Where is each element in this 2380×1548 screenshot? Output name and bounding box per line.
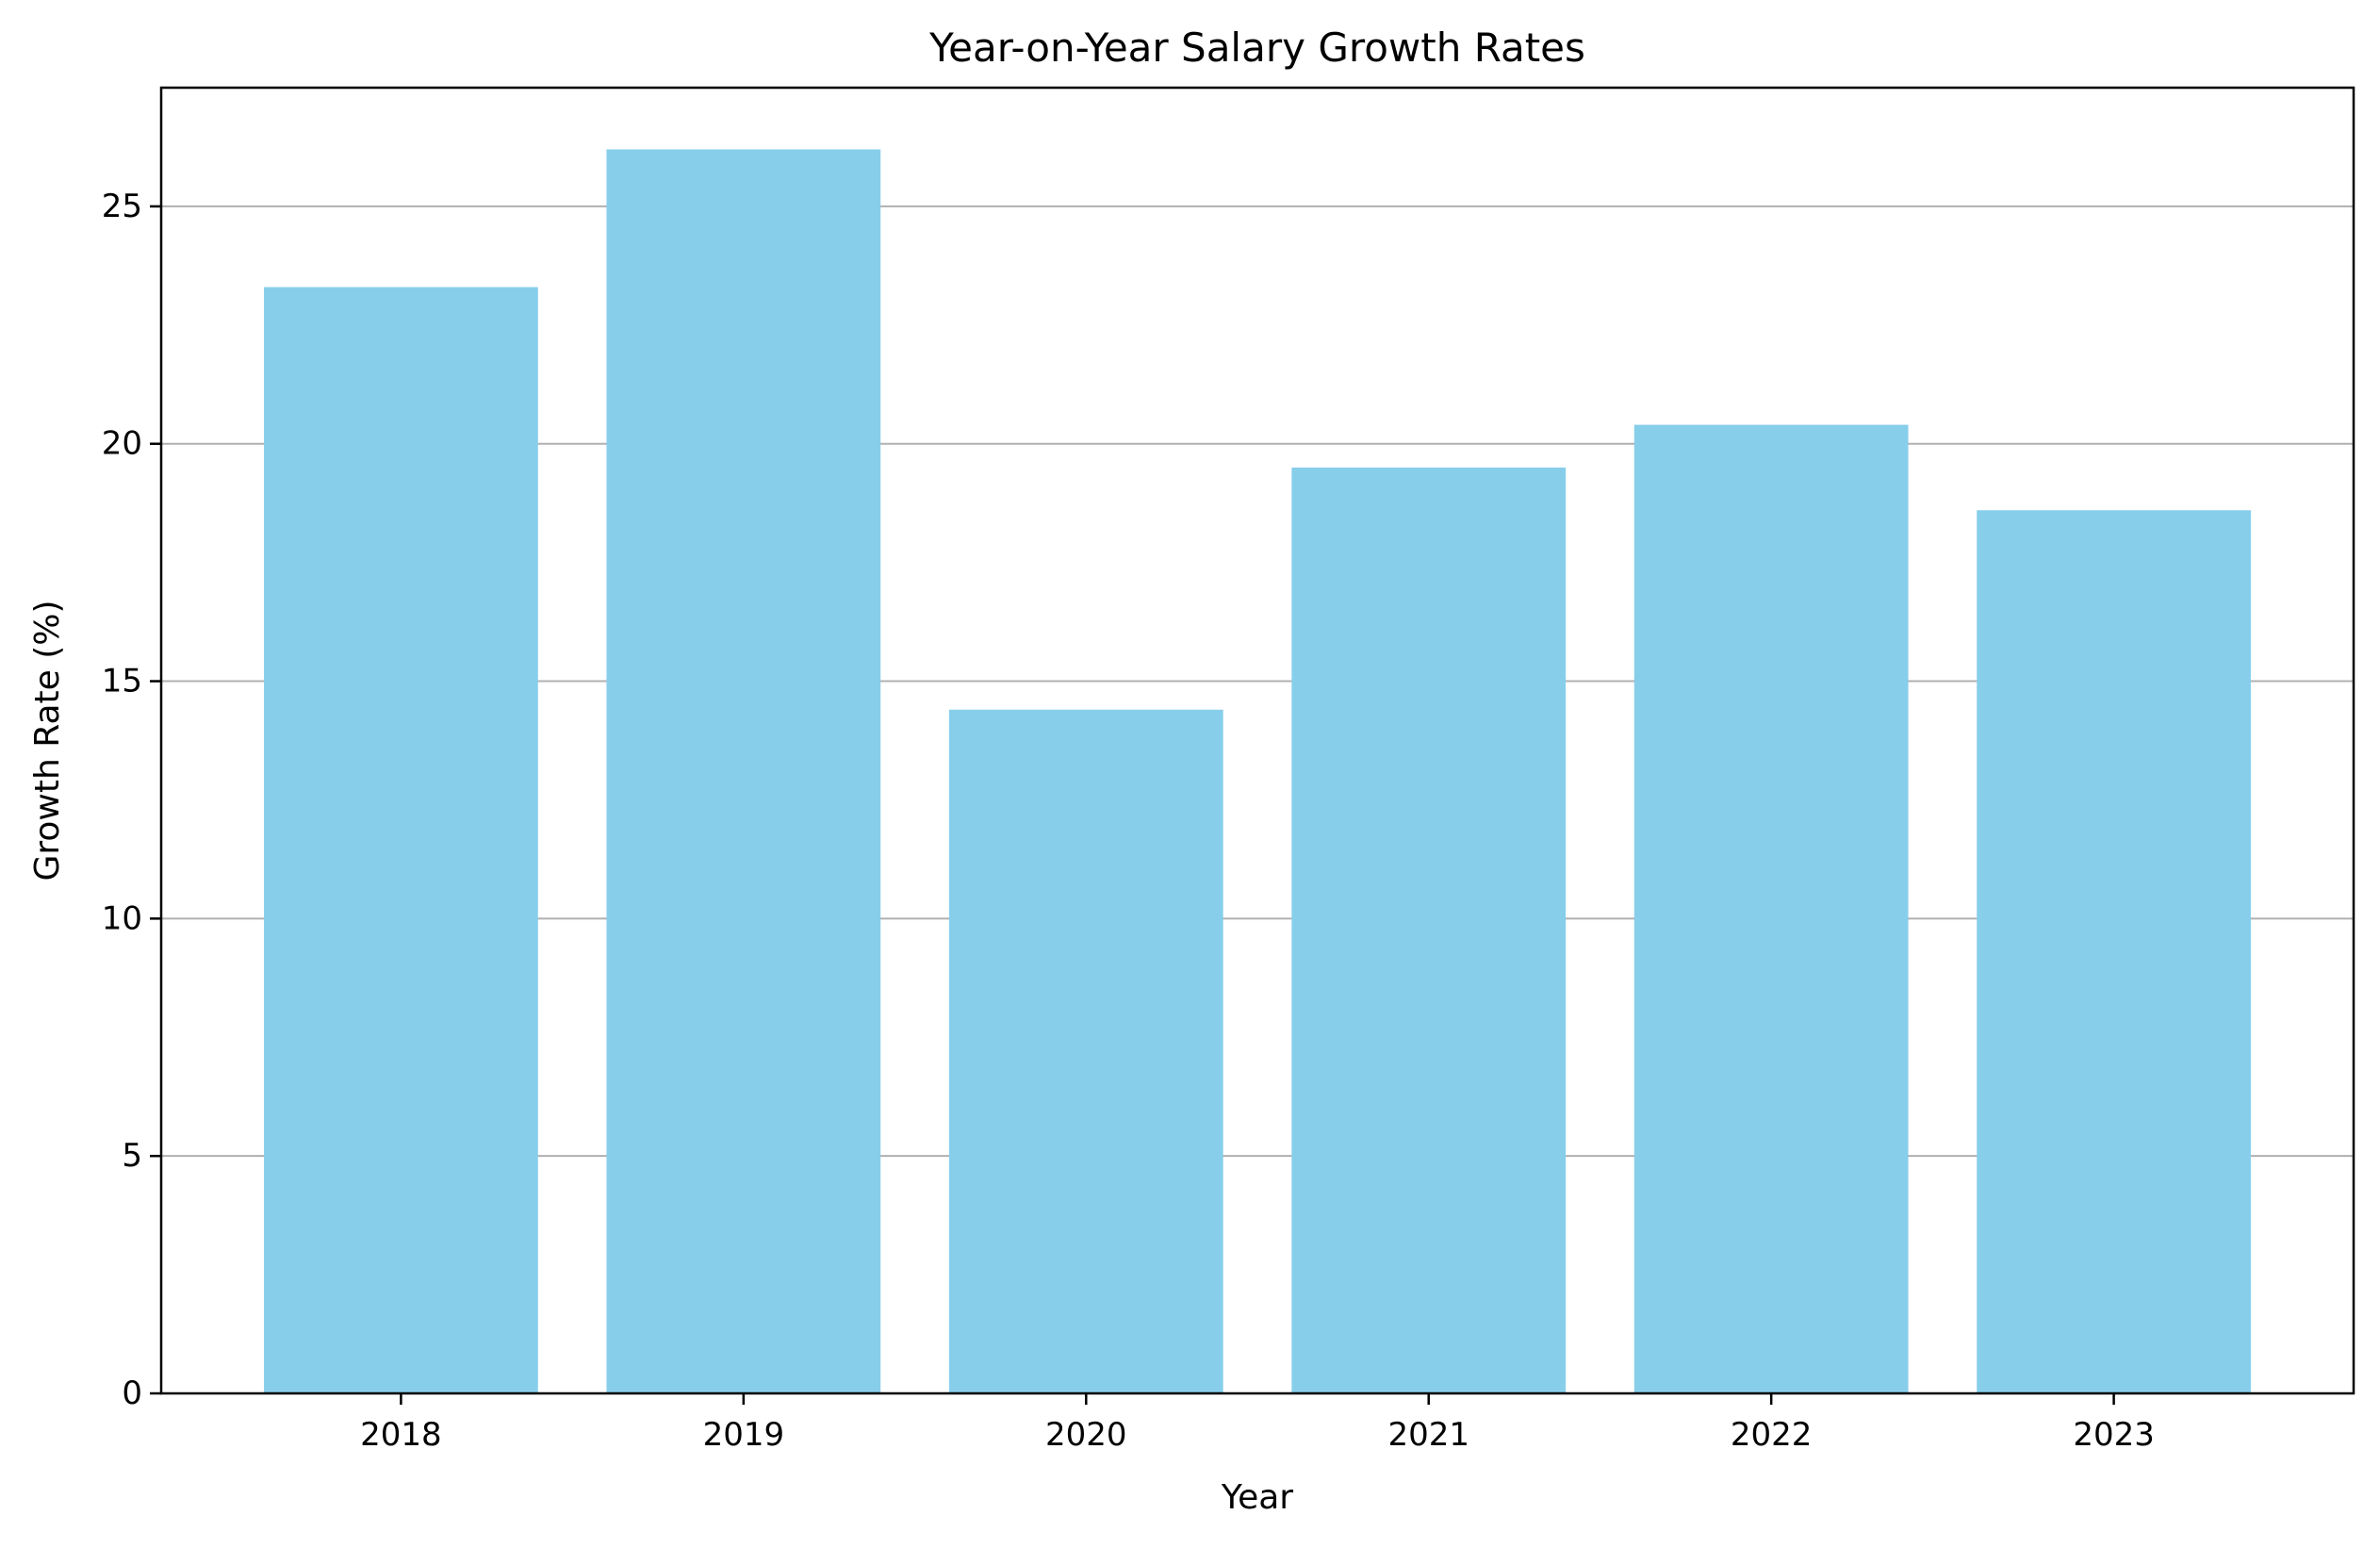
- y-tick-label-25: 25: [102, 188, 142, 225]
- x-tick-label-2023: 2023: [2073, 1416, 2155, 1454]
- bars: [264, 149, 2251, 1394]
- y-tick-label-10: 10: [102, 899, 142, 937]
- bar-2021: [1291, 467, 1567, 1394]
- x-tick-label-2018: 2018: [360, 1416, 442, 1454]
- bar-2022: [1633, 424, 1909, 1394]
- x-tick-label-2022: 2022: [1731, 1416, 1813, 1454]
- bar-2023: [1977, 510, 2251, 1393]
- bar-2019: [606, 149, 881, 1393]
- x-tick-label-2020: 2020: [1045, 1416, 1127, 1454]
- y-tick-label-20: 20: [102, 425, 142, 463]
- y-tick-label-0: 0: [122, 1375, 142, 1412]
- x-tick-label-2021: 2021: [1387, 1416, 1469, 1454]
- x-axis-ticks: 2018 2019 2020 2021 2022 2023: [360, 1393, 2155, 1454]
- x-tick-label-2019: 2019: [703, 1416, 785, 1454]
- x-axis-title: Year: [1221, 1478, 1293, 1517]
- y-axis-title: Growth Rate (%): [28, 600, 67, 881]
- chart-title: Year-on-Year Salary Growth Rates: [928, 25, 1585, 71]
- y-axis-ticks: 0 5 10 15 20 25: [102, 188, 161, 1412]
- plot-frame: [159, 86, 2355, 1395]
- y-tick-label-15: 15: [102, 663, 142, 700]
- bar-2018: [264, 287, 538, 1393]
- bar-2020: [948, 709, 1223, 1393]
- y-tick-label-5: 5: [122, 1137, 142, 1175]
